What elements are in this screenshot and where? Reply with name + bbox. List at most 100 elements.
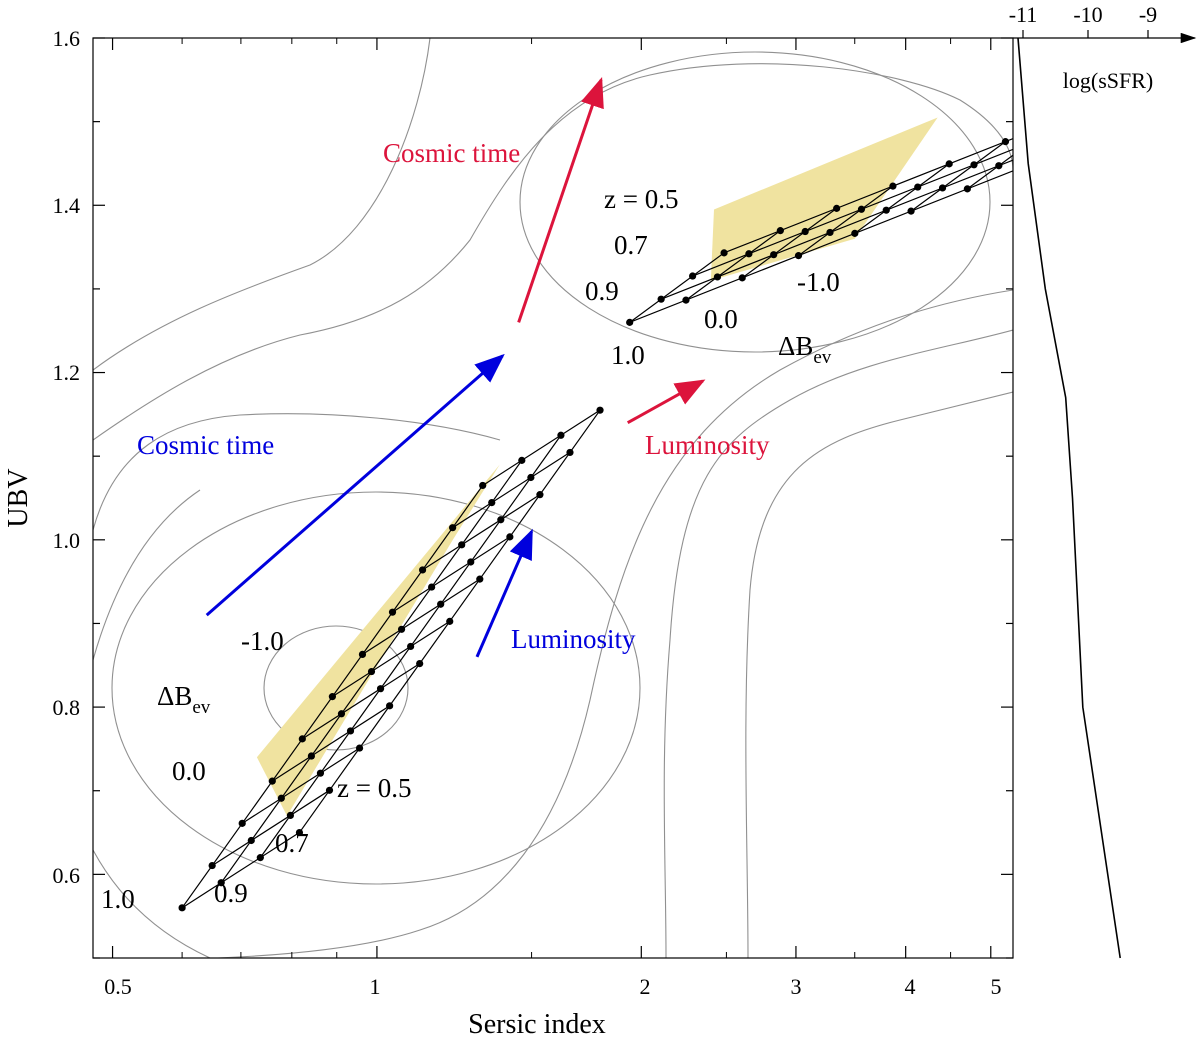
- blue-cloud-col-line: [452, 451, 571, 529]
- contour-blue-inner: [263, 625, 409, 751]
- side-axis-tick-label: -9: [1139, 2, 1157, 27]
- red-sequence-point: [682, 296, 690, 304]
- blue-cloud-point: [557, 431, 565, 439]
- blue-cloud-point: [458, 541, 466, 549]
- red-cosmic-time-arrow: [517, 76, 604, 323]
- red-sequence-point: [713, 273, 722, 281]
- y-tick-label: 0.6: [53, 863, 81, 888]
- blue-cloud-point: [536, 491, 544, 499]
- red-sequence-point: [857, 205, 866, 213]
- red-sequence-point: [970, 161, 978, 169]
- x-tick-label: 0.5: [104, 974, 132, 999]
- blue-cloud-point: [596, 406, 604, 414]
- contour-outer-3: [93, 413, 501, 531]
- red-sequence-point: [720, 249, 728, 257]
- red-sequence-point: [1139, 94, 1146, 101]
- blue-cloud-point: [238, 819, 246, 827]
- contour-outer-5: [93, 849, 211, 958]
- blue-z-label: 0.7: [275, 828, 309, 858]
- red-sequence-point: [1114, 94, 1121, 101]
- y-tick-label: 1.4: [53, 193, 81, 218]
- red-sequence-point: [995, 162, 1003, 170]
- blue-cloud-point: [247, 836, 255, 845]
- blue-z-label: 0.9: [214, 878, 248, 908]
- blue-cloud-point: [488, 499, 496, 507]
- red-sequence-col-line: [854, 163, 950, 234]
- red-z-label: 1.0: [611, 340, 645, 370]
- blue-cosmic-time-arrow: [205, 353, 505, 617]
- blue-cloud-point: [416, 660, 424, 668]
- x-tick-label: 4: [905, 974, 916, 999]
- red-sequence-col-line: [798, 185, 894, 257]
- blue-cloud-col-line: [241, 747, 360, 824]
- red-dbev-title: ΔBev: [778, 331, 832, 368]
- blue-dbev-label: -1.0: [241, 626, 284, 656]
- blue-cloud-point: [307, 752, 315, 760]
- red-luminosity-arrow: [626, 379, 706, 425]
- blue-cloud-col-line: [482, 409, 601, 486]
- blue-cloud-point: [286, 811, 294, 820]
- red-sequence-point: [776, 227, 784, 235]
- red-sequence-point: [889, 182, 897, 190]
- red-sequence-point: [1108, 118, 1115, 125]
- y-tick-label: 1.2: [53, 360, 81, 385]
- blue-cloud-point: [316, 769, 325, 777]
- blue-cloud-point: [277, 794, 285, 802]
- blue-cloud-col-line: [392, 536, 511, 613]
- side-axis-tick-label: -10: [1073, 2, 1102, 27]
- ssfr-curve: [1017, 37, 1121, 959]
- blue-cloud-point: [518, 456, 526, 464]
- red-sequence-point: [745, 250, 753, 258]
- blue-cloud-point: [217, 879, 225, 887]
- evolution-arrows: [205, 76, 706, 658]
- blue-cloud-point: [295, 828, 304, 837]
- blue-z-label: z = 0.5: [337, 773, 411, 803]
- blue-cloud-point: [298, 735, 306, 743]
- blue-z-label: 1.0: [101, 884, 135, 914]
- y-tick-label: 0.8: [53, 695, 81, 720]
- blue-cloud-col-line: [181, 832, 300, 909]
- blue-cloud-point: [527, 473, 535, 482]
- blue-cloud-point: [358, 650, 367, 659]
- blue-cloud-point: [566, 448, 574, 457]
- blue-cloud-point: [346, 727, 355, 735]
- red-sequence-col-line: [910, 141, 1006, 212]
- blue-cloud-band: [256, 464, 500, 816]
- blue-cloud-point: [446, 617, 454, 625]
- blue-cloud-col-line: [271, 705, 390, 782]
- contour-outer-8: [93, 489, 201, 661]
- red-sequence-point: [851, 229, 859, 237]
- red-sequence-point: [738, 274, 746, 282]
- blue-cloud-point: [418, 566, 427, 574]
- x-tick-label: 5: [991, 974, 1002, 999]
- red-sequence-point: [1076, 141, 1083, 148]
- blue-cloud-point: [497, 516, 505, 524]
- blue-luminosity-label: Luminosity: [511, 624, 636, 654]
- red-sequence-point: [833, 204, 841, 212]
- red-sequence-point: [1020, 163, 1027, 170]
- red-cosmic-time-label: Cosmic time: [383, 138, 520, 168]
- blue-cloud-point: [388, 608, 397, 616]
- blue-cloud-point: [337, 710, 346, 718]
- red-sequence-point: [1058, 116, 1065, 123]
- blue-cloud-col-line: [332, 620, 451, 698]
- contour-red-inner: [519, 51, 991, 353]
- y-axis-title: UBV: [3, 468, 34, 527]
- red-sequence-point: [1027, 139, 1034, 146]
- blue-dbev-label: 0.0: [172, 756, 206, 786]
- contour-outer-2: [93, 63, 1013, 441]
- blue-cloud-point: [268, 777, 276, 785]
- blue-cloud-col-line: [302, 663, 421, 740]
- red-sequence-point: [1001, 138, 1010, 146]
- x-tick-label: 2: [640, 974, 651, 999]
- red-sequence-point: [626, 318, 634, 326]
- red-z-label: z = 0.5: [604, 184, 678, 214]
- red-sequence-point: [1171, 71, 1178, 78]
- red-sequence-col-line: [967, 154, 1013, 190]
- red-sequence-point: [657, 295, 665, 303]
- side-axis-label: log(sSFR): [1063, 68, 1153, 93]
- blue-cloud-point: [467, 558, 475, 566]
- red-sequence-point: [1052, 140, 1059, 147]
- red-sequence-point: [963, 185, 971, 193]
- red-sequence-col-line: [741, 207, 837, 279]
